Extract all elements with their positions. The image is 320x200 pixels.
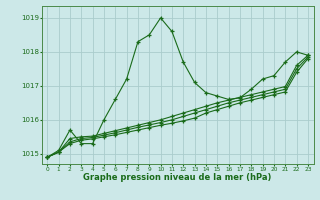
- X-axis label: Graphe pression niveau de la mer (hPa): Graphe pression niveau de la mer (hPa): [84, 173, 272, 182]
